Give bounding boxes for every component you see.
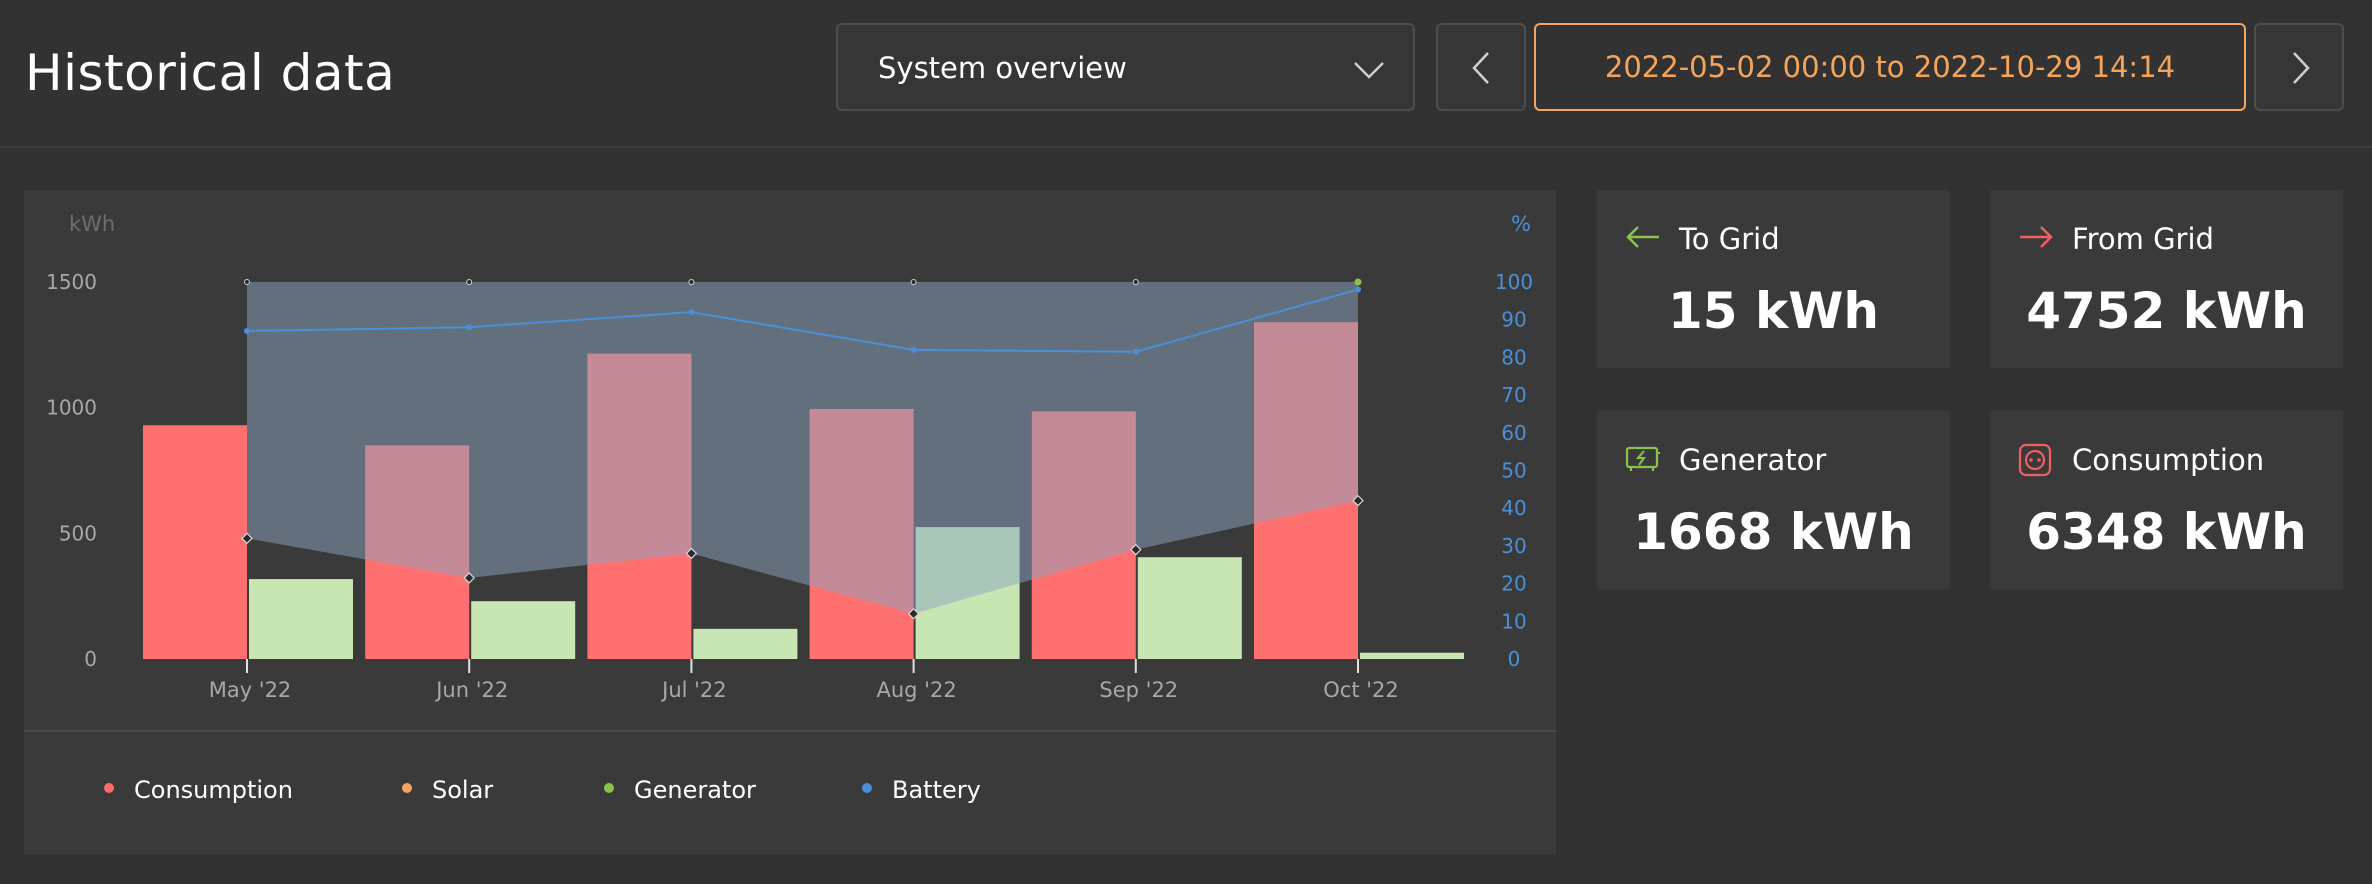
battery-point [688, 309, 695, 316]
generator-label: Generator [1679, 443, 1827, 477]
generator-bar [1360, 652, 1464, 659]
y2-tick-label: 60 [1501, 421, 1526, 445]
consumption-value: 6348 kWh [2026, 503, 2307, 561]
band-lower-point [241, 532, 253, 545]
band-upper-point [910, 279, 917, 285]
next-period-button[interactable] [2254, 23, 2344, 111]
chart-divider [24, 730, 1556, 732]
from-grid-card: From Grid 4752 kWh [1990, 190, 2343, 368]
arrow-right-icon [2018, 222, 2054, 256]
y2-tick-label: 20 [1501, 572, 1526, 596]
legend-dot [604, 783, 614, 793]
band-lower-point [463, 572, 475, 584]
date-to: 2022-10-29 14:14 [1913, 50, 2176, 84]
generator-bar [693, 628, 798, 659]
x-tick-label: Oct '22 [1323, 678, 1398, 702]
to-grid-card: To Grid 15 kWh [1597, 190, 1950, 368]
legend-dot [862, 783, 872, 793]
generator-bar [471, 601, 576, 659]
generator-bar [249, 579, 353, 659]
consumption-bar [143, 425, 247, 659]
battery-point [466, 324, 473, 331]
band-lower-point [685, 547, 698, 560]
date-from: 2022-05-02 00:00 [1604, 50, 1867, 84]
legend-item-generator[interactable]: Generator [604, 770, 756, 810]
battery-point [1355, 286, 1361, 293]
legend-item-consumption[interactable]: Consumption [104, 770, 293, 810]
band-lower-point [1352, 494, 1364, 507]
legend-item-battery[interactable]: Battery [862, 770, 981, 810]
battery-line [246, 288, 1359, 353]
arrow-left-icon [1625, 222, 1661, 256]
y2-tick-label: 40 [1501, 496, 1526, 520]
battery-range-band [247, 282, 1358, 614]
view-selector[interactable]: System overview [836, 23, 1415, 111]
y-tick-label: 0 [84, 647, 97, 671]
to-grid-label: To Grid [1679, 222, 1780, 256]
consumption-label: Consumption [2072, 443, 2265, 477]
generator-card: Generator 1668 kWh [1597, 411, 1950, 589]
energy-chart: kWh % 0 500 1000 1500 0 10 20 30 40 50 60 70 80 90 100 Ma… [46, 212, 1533, 702]
page-header: Historical data System overview 2022-05-… [0, 0, 2372, 148]
generator-value: 1668 kWh [1633, 503, 1914, 561]
generator-icon [1625, 443, 1661, 477]
x-tick-label: Jun '22 [434, 678, 508, 702]
band-upper-point [1132, 279, 1139, 285]
y-tick-label: 500 [59, 521, 97, 545]
y-axis-unit: kWh [69, 212, 115, 236]
y2-tick-label: 90 [1501, 308, 1526, 332]
page-title: Historical data [25, 44, 396, 102]
battery-point [244, 328, 250, 335]
from-grid-value: 4752 kWh [2026, 282, 2307, 340]
chart-panel: kWh% 0 500 1000 1500 0 10 20 30 40 50 60 70 80 90 100 Ma… [24, 190, 1556, 854]
previous-period-button[interactable] [1436, 23, 1526, 111]
x-tick-label: Jul '22 [660, 678, 727, 702]
date-separator: to [1875, 50, 1905, 84]
battery-full-marker [1354, 278, 1362, 286]
band-upper-point [466, 279, 473, 285]
chart-legend: Consumption Solar Generator Battery [24, 770, 1556, 830]
y2-tick-label: 70 [1501, 383, 1526, 407]
legend-dot [402, 783, 412, 793]
y2-tick-label: 100 [1495, 270, 1533, 294]
consumption-card: Consumption 6348 kWh [1990, 411, 2343, 589]
legend-item-solar[interactable]: Solar [402, 770, 493, 810]
y-tick-label: 1500 [46, 270, 97, 294]
legend-dot [104, 783, 114, 793]
date-range-picker[interactable]: 2022-05-02 00:00 to 2022-10-29 14:14 [1534, 23, 2246, 111]
y2-tick-label: 30 [1501, 534, 1526, 558]
band-upper-point [688, 279, 695, 285]
y2-tick-label: 0 [1508, 647, 1521, 671]
generator-bar [1137, 557, 1242, 659]
power-socket-icon [2018, 443, 2052, 481]
y2-tick-label: 10 [1501, 609, 1526, 633]
x-tick-label: Sep '22 [1099, 678, 1178, 702]
x-tick-label: May '22 [209, 678, 292, 702]
battery-point [1132, 348, 1139, 355]
band-lower-point [907, 607, 920, 620]
y2-tick-label: 50 [1501, 459, 1526, 483]
y2-axis-unit: % [1511, 212, 1531, 236]
band-lower-point [1130, 543, 1142, 556]
y-tick-label: 1000 [46, 396, 97, 420]
from-grid-label: From Grid [2072, 222, 2214, 256]
battery-point [910, 346, 917, 353]
band-upper-point [244, 279, 250, 285]
chevron-down-icon [1353, 53, 1385, 89]
to-grid-value: 15 kWh [1668, 282, 1879, 340]
view-selector-value: System overview [878, 51, 1127, 85]
y2-tick-label: 80 [1501, 345, 1526, 369]
x-tick-label: Aug '22 [877, 678, 957, 702]
